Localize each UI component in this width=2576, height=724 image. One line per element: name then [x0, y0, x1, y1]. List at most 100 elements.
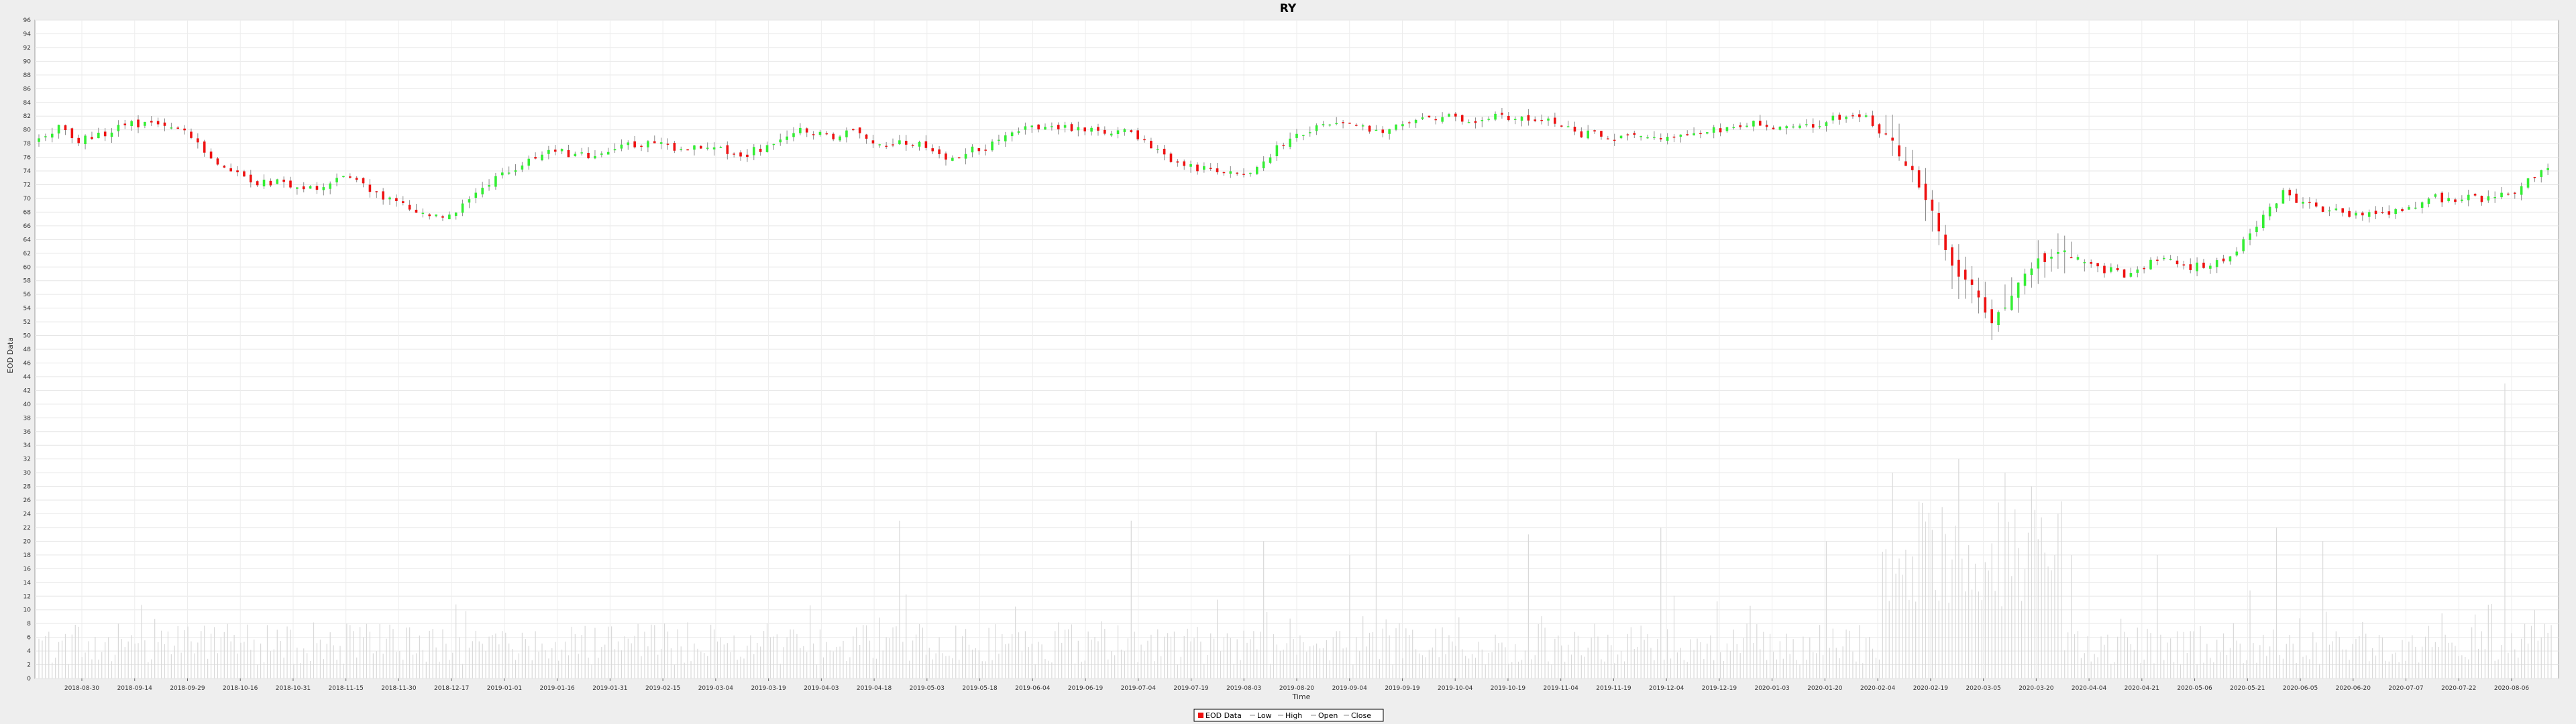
candle-body	[1097, 127, 1099, 131]
legend-box	[1193, 709, 1384, 722]
candle-body	[2282, 190, 2285, 204]
candle-body	[733, 154, 735, 155]
candle-body	[1388, 129, 1391, 134]
candle-body	[176, 127, 180, 129]
candle-body	[2017, 282, 2020, 298]
candle-body	[2255, 227, 2258, 233]
candle-body	[1944, 234, 1947, 250]
candle-body	[878, 144, 881, 145]
candle-body	[355, 178, 358, 180]
y-tick-label: 66	[23, 223, 32, 230]
candle-body	[1104, 129, 1106, 134]
candle-body	[1255, 167, 1258, 174]
candle-body	[1401, 124, 1404, 127]
y-tick-label: 8	[27, 621, 31, 627]
x-tick-label: 2020-03-05	[1966, 685, 2000, 692]
x-tick-label: 2019-08-20	[1279, 685, 1315, 692]
candle-body	[805, 128, 808, 133]
candle-body	[1765, 125, 1768, 127]
candle-body	[2030, 268, 2033, 276]
candle-body	[1156, 148, 1159, 150]
candle-body	[1554, 117, 1556, 124]
candle-body	[2288, 190, 2292, 196]
candle-body	[408, 204, 411, 210]
candle-body	[812, 134, 815, 135]
candle-body	[620, 144, 623, 149]
candle-body	[2209, 265, 2212, 269]
y-tick-label: 10	[23, 607, 32, 614]
candle-body	[1712, 127, 1715, 133]
x-tick-label: 2019-04-03	[804, 685, 839, 692]
candle-body	[2533, 177, 2536, 178]
candle-body	[818, 131, 822, 135]
candle-body	[1428, 115, 1431, 118]
x-tick-label: 2018-09-14	[117, 685, 153, 692]
candle-body	[1878, 124, 1881, 134]
y-tick-label: 64	[23, 237, 32, 243]
candle-body	[1229, 171, 1232, 174]
y-tick-label: 52	[23, 319, 31, 326]
legend: EOD Data Low High Open Close	[1193, 709, 1384, 722]
candle-body	[481, 188, 484, 194]
candle-body	[666, 143, 669, 145]
candle-body	[2076, 257, 2080, 260]
candle-body	[786, 136, 788, 140]
candle-body	[1196, 164, 1199, 172]
candle-body	[957, 157, 961, 159]
candle-body	[1607, 138, 1609, 139]
candle-body	[521, 165, 524, 170]
x-axis-ticks: 2018-08-30 2018-09-14 2018-09-29 2018-10-16…	[64, 678, 2530, 692]
x-tick-label: 2020-08-06	[2494, 685, 2530, 692]
candle-body	[2414, 207, 2417, 209]
candle-body	[1328, 124, 1332, 126]
candle-body	[256, 181, 259, 186]
candle-body	[2546, 168, 2549, 170]
y-tick-label: 40	[23, 402, 32, 408]
candle-body	[2083, 262, 2086, 263]
candle-body	[2447, 198, 2450, 202]
candle-body	[2129, 273, 2133, 277]
candle-body	[1593, 130, 1596, 132]
candle-body	[64, 125, 67, 130]
candle-body	[772, 143, 775, 145]
candle-body	[1600, 131, 1603, 137]
candle-body	[474, 192, 478, 198]
candle-body	[2295, 193, 2298, 203]
candle-body	[2367, 212, 2371, 217]
candle-body	[574, 154, 577, 156]
candle-body	[2427, 198, 2430, 204]
candle-body	[1024, 126, 1027, 130]
candle-body	[1520, 116, 1523, 121]
candle-body	[1474, 121, 1477, 123]
candle-body	[1216, 168, 1219, 172]
candle-body	[229, 168, 232, 172]
x-tick-label: 2019-11-19	[1596, 685, 1631, 692]
candle-body	[130, 121, 133, 126]
candle-body	[2222, 258, 2225, 261]
candle-body	[1407, 122, 1411, 123]
y-tick-label: 82	[23, 113, 31, 120]
candle-body	[1626, 134, 1629, 135]
candle-body	[2328, 210, 2331, 212]
y-axis-ticks: 0246810121416182022242628303234363840424…	[23, 17, 32, 682]
candle-body	[1799, 125, 1801, 128]
candle-body	[647, 141, 649, 147]
candle-body	[1898, 145, 1900, 157]
candle-body	[2321, 206, 2324, 212]
candle-body	[1421, 117, 1424, 119]
candle-body	[2261, 215, 2265, 229]
candle-body	[123, 123, 127, 125]
y-tick-label: 74	[23, 168, 32, 175]
x-axis-label: Time	[1292, 692, 1311, 701]
candle-body	[553, 149, 557, 152]
candle-body	[1547, 118, 1550, 121]
candle-body	[57, 125, 60, 134]
x-tick-label: 2019-06-19	[1068, 685, 1104, 692]
candle-body	[1891, 137, 1894, 141]
candle-body	[2520, 186, 2523, 195]
y-tick-label: 88	[23, 72, 32, 79]
candle-body	[2493, 197, 2496, 198]
candle-body	[594, 156, 596, 159]
x-tick-label: 2020-07-07	[2388, 685, 2423, 692]
candle-body	[50, 133, 54, 138]
